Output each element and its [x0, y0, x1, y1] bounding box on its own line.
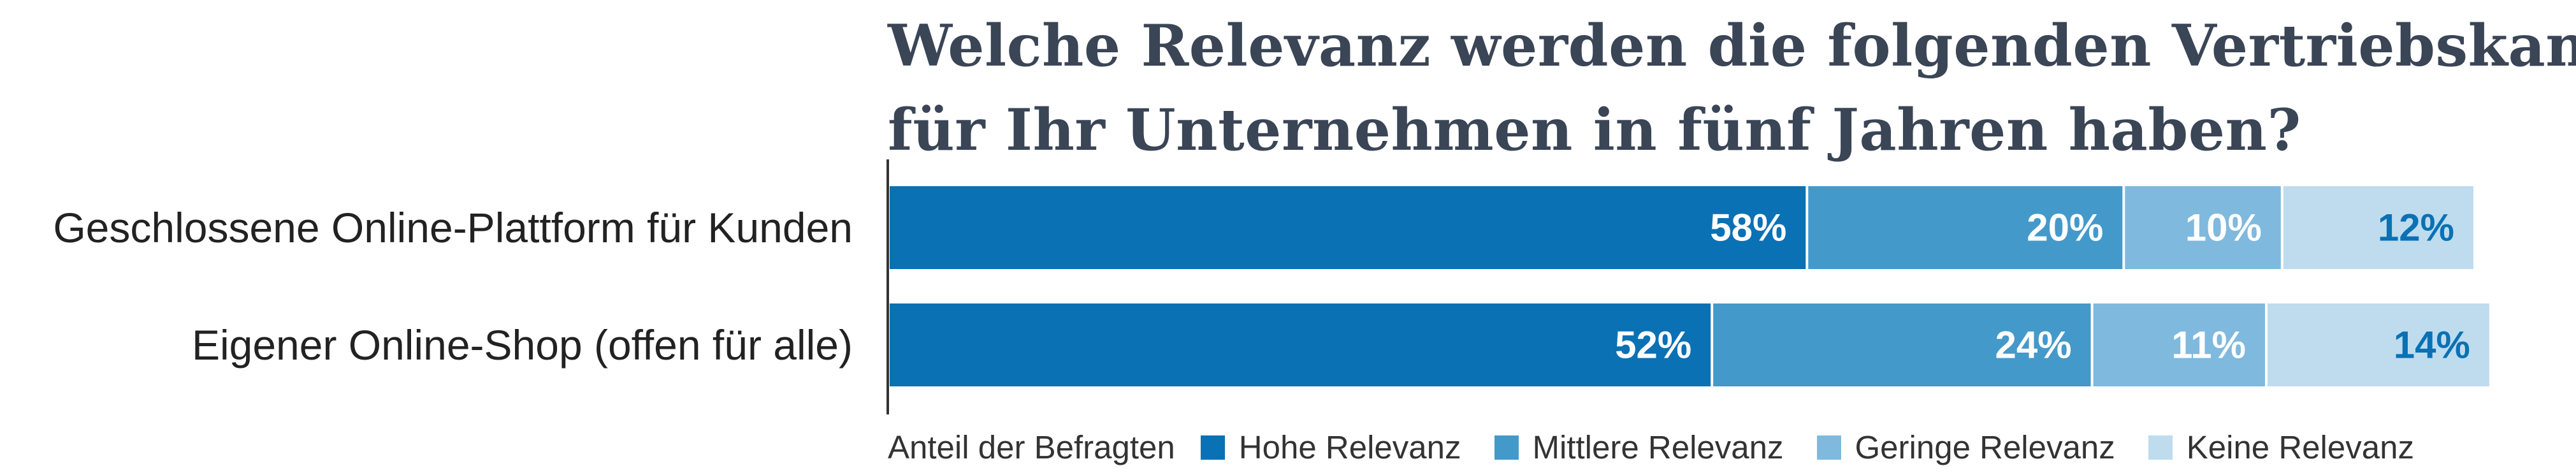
bar-segment	[1713, 303, 2091, 386]
data-label: 11%	[2171, 324, 2246, 367]
legend-label: Geringe Relevanz	[1855, 429, 2115, 465]
bar-segment	[2268, 303, 2489, 386]
legend-item: Hohe Relevanz	[1200, 428, 1461, 466]
bar-segment	[2283, 186, 2473, 269]
data-label: 58%	[1710, 207, 1786, 249]
legend-items: Hohe Relevanz Mittlere Relevanz Geringe Re…	[1200, 428, 2447, 466]
bar-segment	[1808, 186, 2123, 269]
legend-label: Hohe Relevanz	[1238, 429, 1461, 465]
legend-item: Mittlere Relevanz	[1494, 428, 1784, 466]
data-label: 24%	[1995, 324, 2072, 367]
data-label: 14%	[2394, 324, 2470, 367]
legend-label: Mittlere Relevanz	[1532, 429, 1784, 465]
legend-prefix: Anteil der Befragten	[888, 429, 1175, 465]
legend-label: Keine Relevanz	[2186, 429, 2414, 465]
bar-segment	[2125, 186, 2281, 269]
data-label: 20%	[2027, 207, 2103, 249]
legend-swatch	[1494, 435, 1519, 460]
legend-item: Keine Relevanz	[2148, 428, 2414, 466]
legend-swatch	[1200, 435, 1225, 460]
category-label: Geschlossene Online-Plattform für Kunden	[53, 204, 853, 251]
bar-segment	[2093, 303, 2265, 386]
data-label: 52%	[1615, 324, 1691, 367]
bar-segment	[890, 186, 1806, 269]
legend-swatch	[2148, 435, 2173, 460]
chart-legend: Anteil der Befragten Hohe Relevanz Mittle…	[888, 428, 2447, 466]
chart-title-line-2: für Ihr Unternehmen in fünf Jahren haben…	[888, 96, 2301, 164]
chart-title-line-1: Welche Relevanz werden die folgenden Ver…	[888, 12, 2576, 80]
bar-segment	[890, 303, 1711, 386]
chart-title: Welche Relevanz werden die folgenden Ver…	[888, 4, 2576, 172]
data-label: 12%	[2378, 207, 2454, 249]
legend-swatch	[1816, 435, 1841, 460]
data-label: 10%	[2185, 207, 2262, 249]
category-label: Eigener Online-Shop (offen für alle)	[192, 321, 853, 369]
legend-item: Geringe Relevanz	[1816, 428, 2115, 466]
